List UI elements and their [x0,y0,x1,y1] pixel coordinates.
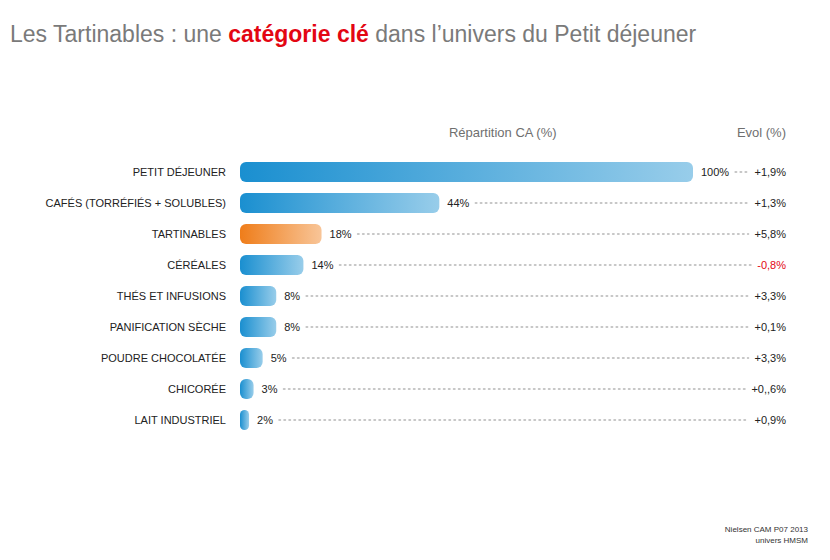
data-label: 5% [271,352,287,364]
bar [240,162,693,182]
evolution-label: +0,1% [755,321,787,333]
category-label: POUDRE CHOCOLATÉE [101,352,226,364]
category-label: THÉS ET INFUSIONS [117,290,226,302]
category-label: TARTINABLES [152,228,226,240]
bar [240,410,249,430]
source: Nielsen CAM P07 2013 [725,525,809,534]
category-label: CÉRÉALES [167,259,226,271]
evolution-label: +3,3% [755,290,787,302]
title: Les Tartinables : une catégorie clé dans… [10,21,697,47]
evolution-label: +0,9% [755,414,787,426]
category-label: LAIT INDUSTRIEL [135,414,227,426]
evolution-label: +1,3% [755,197,787,209]
leader [358,233,749,235]
leader [283,388,745,390]
data-label: 3% [262,383,278,395]
leader [306,326,748,328]
data-label: 14% [311,259,333,271]
bar [240,348,263,368]
evolution-label: +0,,6% [751,383,786,395]
bar [240,379,254,399]
category-label: CAFÉS (TORRÉFIÉS + SOLUBLES) [46,197,226,209]
axis-label: Répartition CA (%) [449,125,557,140]
leader [279,419,749,421]
column-header: Evol (%) [737,125,786,140]
data-label: 8% [284,290,300,302]
category-label: PETIT DÉJEUNER [133,166,226,178]
data-label: 18% [330,228,352,240]
data-label: 44% [447,197,469,209]
bar [240,255,303,275]
bar [240,193,439,213]
leader [306,295,748,297]
bar [240,317,276,337]
data-label: 2% [257,414,273,426]
title-part: dans l’univers du Petit déjeuner [369,21,697,47]
evolution-label: -0,8% [757,259,786,271]
title-part: Les Tartinables : une [10,21,228,47]
category-label: PANIFICATION SÈCHE [110,321,226,333]
data-label: 100% [701,166,729,178]
evolution-label: +5,8% [755,228,787,240]
leader [475,202,748,204]
title-part: catégorie clé [228,21,369,47]
leader [293,357,749,359]
bar [240,224,322,244]
data-label: 8% [284,321,300,333]
evolution-label: +1,9% [755,166,787,178]
leader [339,264,751,266]
labels: PETIT DÉJEUNER 100% +1,9% CAFÉS (TORRÉFIÉS … [46,166,787,426]
leader [735,171,748,173]
source: univers HMSM [756,536,809,545]
evolution-label: +3,3% [755,352,787,364]
category-label: CHICORÉE [168,383,226,395]
bar [240,286,276,306]
chart: Les Tartinables : une catégorie clé dans… [0,0,830,560]
